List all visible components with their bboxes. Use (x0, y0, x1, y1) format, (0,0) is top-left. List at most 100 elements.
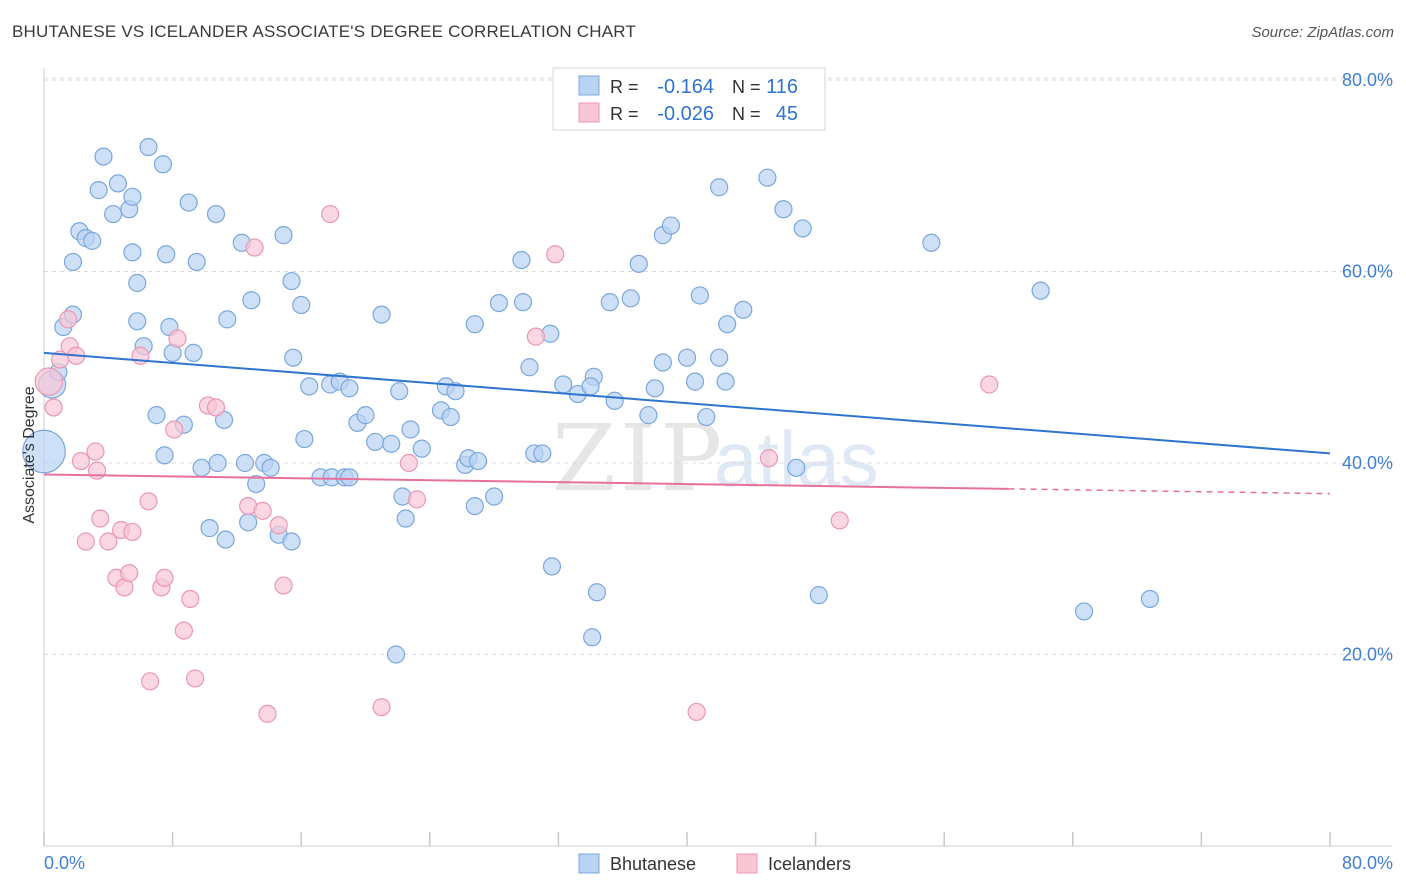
bhutanese-point (922, 233, 941, 252)
legend-r-label-1: R = (610, 77, 639, 97)
chart-title: BHUTANESE VS ICELANDER ASSOCIATE'S DEGRE… (12, 22, 637, 41)
bhutanese-point (123, 187, 142, 206)
bhutanese-point (554, 375, 573, 394)
y-tick-label-20: 20.0% (1342, 645, 1393, 665)
bhutanese-point (485, 487, 504, 506)
bhutanese-point (282, 532, 301, 551)
bhutanese-point (235, 453, 255, 473)
icelanders-point (174, 621, 193, 640)
bhutanese-point (600, 293, 619, 312)
y-tick-label-80: 80.0% (1342, 70, 1393, 90)
bhutanese-point (295, 429, 314, 449)
bhutanese-point (356, 406, 375, 425)
icelanders-points (34, 204, 999, 723)
icelanders-point (168, 329, 187, 348)
bottom-legend-label-bhutanese: Bhutanese (610, 854, 696, 874)
bhutanese-point (685, 372, 705, 391)
bhutanese-point (629, 254, 648, 273)
legend-swatch-pink (578, 102, 600, 123)
icelanders-point (59, 310, 78, 329)
icelanders-point (181, 589, 200, 609)
y-tick-label-40: 40.0% (1342, 453, 1393, 473)
bhutanese-point (441, 407, 460, 427)
bhutanese-point (218, 310, 237, 329)
icelanders-point (140, 672, 160, 691)
bhutanese-point (386, 645, 406, 664)
bhutanese-point (401, 420, 420, 439)
bhutanese-point (200, 519, 219, 538)
trend-lines (43, 351, 1331, 495)
icelanders-point (186, 669, 205, 688)
bhutanese-point (153, 155, 173, 174)
bhutanese-point (446, 382, 465, 401)
bhutanese-point (513, 293, 533, 312)
bhutanese-point (1074, 602, 1094, 621)
bhutanese-point (261, 458, 280, 477)
x-ticks (43, 832, 1331, 846)
icelanders-point (99, 532, 118, 551)
icelanders-point (830, 511, 849, 530)
bhutanese-point (587, 583, 607, 602)
y-tick-label-60: 60.0% (1342, 262, 1393, 282)
bhutanese-point (300, 377, 319, 396)
correlation-legend: R = -0.164 N = 116 R = -0.026 N = 45 (552, 67, 826, 131)
bhutanese-points (22, 137, 1160, 664)
icelanders-point (165, 420, 184, 439)
bhutanese-point (734, 300, 753, 319)
icelanders-point (687, 702, 706, 722)
bhutanese-point (157, 245, 176, 264)
bhutanese-point (247, 474, 266, 494)
bhutanese-point (690, 286, 709, 305)
bhutanese-point (512, 250, 531, 270)
icelanders-point (91, 509, 110, 528)
bhutanese-point (366, 432, 385, 452)
icelanders-point (759, 449, 779, 468)
bhutanese-point (605, 391, 624, 410)
x-tick-label-max: 80.0% (1342, 853, 1393, 873)
bhutanese-point (621, 289, 640, 308)
bhutanese-point (63, 252, 83, 272)
legend-r-value-2: -0.026 (657, 103, 714, 125)
bhutanese-point (108, 174, 128, 193)
bhutanese-point (192, 458, 211, 477)
bhutanese-point (412, 439, 431, 458)
bhutanese-point (282, 271, 301, 291)
bhutanese-point (581, 377, 600, 396)
icelanders-point (155, 568, 174, 588)
icelanders-trend-line (43, 473, 1009, 490)
bhutanese-point (94, 147, 113, 166)
bhutanese-point (710, 348, 729, 367)
icelanders-point (123, 522, 142, 542)
icelanders-point (253, 501, 272, 520)
icelanders-point (546, 245, 565, 264)
bhutanese-point (104, 204, 123, 224)
bhutanese-point (139, 137, 158, 157)
bhutanese-point (716, 372, 735, 391)
icelanders-point (87, 461, 107, 480)
watermark-zip: ZIP (552, 405, 726, 512)
bhutanese-point (22, 429, 66, 474)
bhutanese-point (542, 557, 562, 576)
icelanders-point (34, 367, 64, 396)
icelanders-point (258, 704, 277, 723)
bhutanese-point (653, 353, 672, 372)
x-tick-label-min: 0.0% (44, 853, 85, 873)
bhutanese-point (147, 406, 166, 425)
icelanders-point (399, 453, 419, 473)
y-tick-labels: 20.0% 40.0% 60.0% 80.0% (1342, 70, 1393, 665)
series-legend: Bhutanese Icelanders (578, 853, 851, 874)
bhutanese-point (340, 379, 359, 398)
bhutanese-point (809, 586, 828, 605)
bhutanese-point (382, 434, 401, 453)
icelanders-trend-extension (1008, 488, 1331, 495)
bhutanese-point (758, 168, 777, 187)
bhutanese-point (187, 252, 206, 272)
icelanders-point (274, 576, 293, 595)
bhutanese-point (583, 628, 602, 647)
bhutanese-point (718, 315, 737, 334)
bhutanese-point (677, 348, 697, 367)
legend-n-label-1: N = (732, 77, 761, 97)
bhutanese-point (793, 219, 812, 238)
bhutanese-point (284, 348, 303, 367)
bhutanese-point (179, 193, 198, 212)
